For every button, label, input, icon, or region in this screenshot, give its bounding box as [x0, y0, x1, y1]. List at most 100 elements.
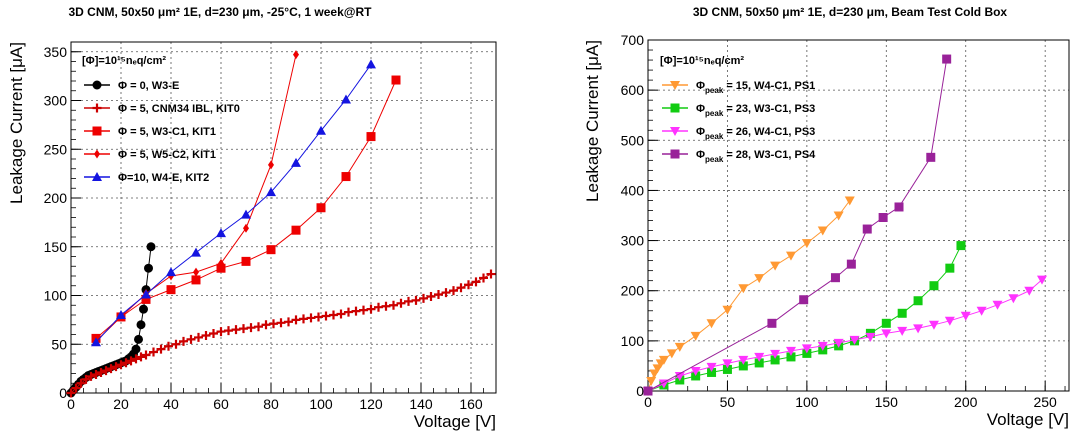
- data-point: [863, 225, 872, 234]
- legend-header: [Φ]=10¹⁵nₑq/cm²: [660, 55, 744, 67]
- legend-marker: [94, 150, 100, 159]
- data-point: [187, 335, 196, 344]
- legend-entry: Φ = 0, W3-E: [118, 80, 179, 92]
- legend-entry-symbol: Φ: [696, 126, 705, 138]
- x-tick-label: 150: [875, 394, 899, 410]
- data-point: [1008, 294, 1018, 303]
- data-point: [882, 319, 891, 328]
- data-point: [786, 252, 796, 261]
- legend-header: [Φ]=10¹⁵nₑq/cm²: [82, 55, 166, 67]
- data-point: [192, 275, 201, 284]
- data-point: [802, 239, 812, 248]
- legend: [Φ]=10¹⁵nₑq/cm²Φpeak = 15, W4-C1, PS1Φpe…: [660, 55, 816, 164]
- data-point: [267, 245, 276, 254]
- series-2: [92, 76, 401, 343]
- legend-entry-text: = 28, W3-C1, PS4: [723, 149, 816, 161]
- legend-entry-subscript: peak: [705, 132, 724, 141]
- y-tick-label: 300: [44, 93, 68, 109]
- series-0: [67, 242, 156, 397]
- y-tick-label: 200: [44, 190, 68, 206]
- x-axis-label: Voltage [V]: [987, 410, 1069, 429]
- y-tick-label: 500: [621, 132, 645, 148]
- legend-entry-subscript: peak: [705, 155, 724, 164]
- left-chart-panel: 3D CNM, 50x50 μm² 1E, d=230 μm, -25°C, 1…: [7, 5, 496, 431]
- legend-marker: [93, 127, 102, 136]
- data-point: [139, 305, 148, 314]
- y-tick-label: 700: [621, 32, 645, 48]
- x-tick-label: 140: [409, 396, 433, 412]
- legend-entry-symbol: Φ: [696, 103, 705, 115]
- legend-entry-text: = 23, W3-C1, PS3: [723, 103, 815, 115]
- legend-entry: Φ = 5, W5-C2, KIT1: [118, 149, 216, 161]
- data-point: [292, 226, 301, 235]
- legend-entry: Φ = 5, CNM34 IBL, KIT0: [118, 103, 240, 115]
- x-tick-label: 80: [263, 396, 279, 412]
- x-tick-label: 20: [113, 396, 129, 412]
- legend-entry: Φpeak = 15, W4-C1, PS1: [696, 80, 815, 95]
- x-tick-label: 0: [644, 394, 652, 410]
- data-point: [134, 335, 143, 344]
- data-point: [389, 301, 398, 310]
- data-point: [293, 50, 299, 59]
- data-point: [770, 262, 780, 271]
- data-point: [392, 76, 401, 85]
- data-point: [166, 267, 176, 276]
- chart-title: 3D CNM, 50x50 μm² 1E, d=230 μm, -25°C, 1…: [69, 5, 373, 19]
- legend: [Φ]=10¹⁵nₑq/cm² Φ = 0, W3-E Φ = 5, CNM34 I…: [82, 55, 240, 184]
- right-chart-panel: 3D CNM, 50x50 μm² 1E, d=230 μm, Beam Tes…: [583, 5, 1069, 429]
- data-point: [317, 203, 326, 212]
- x-tick-label: 50: [720, 394, 736, 410]
- data-point: [898, 309, 907, 318]
- y-tick-label: 0: [59, 385, 67, 401]
- legend-entry: Φ = 5, W3-C1, KIT1: [118, 126, 216, 138]
- legend-entry: Φpeak = 28, W3-C1, PS4: [696, 149, 816, 164]
- x-tick-label: 120: [359, 396, 383, 412]
- y-tick-label: 400: [621, 182, 645, 198]
- series-0: [643, 196, 855, 396]
- data-point: [831, 273, 840, 282]
- y-tick-label: 100: [44, 288, 68, 304]
- data-point: [707, 319, 717, 328]
- legend-marker: [93, 104, 102, 113]
- data-point: [818, 227, 828, 236]
- data-point: [254, 322, 263, 331]
- data-point: [942, 55, 951, 64]
- data-point: [993, 301, 1003, 310]
- data-point: [216, 228, 226, 237]
- data-point: [132, 345, 141, 354]
- data-point: [767, 319, 776, 328]
- data-point: [1024, 287, 1034, 296]
- data-point: [167, 285, 176, 294]
- series-2: [643, 276, 1047, 396]
- legend-marker: [671, 104, 680, 113]
- series-line: [71, 274, 491, 393]
- data-point: [191, 248, 201, 257]
- y-axis-label: Leakage Current [μA]: [7, 42, 26, 204]
- data-point: [342, 172, 351, 181]
- chart-title: 3D CNM, 50x50 μm² 1E, d=230 μm, Beam Tes…: [693, 5, 1008, 19]
- y-axis-label: Leakage Current [μA]: [583, 40, 602, 202]
- legend-entry-subscript: peak: [705, 86, 724, 95]
- data-point: [341, 95, 351, 104]
- legend-entry-symbol: Φ: [696, 149, 705, 161]
- y-tick-label: 150: [44, 239, 68, 255]
- x-tick-label: 250: [1033, 394, 1057, 410]
- data-point: [977, 307, 987, 316]
- data-point: [291, 158, 301, 167]
- x-tick-label: 160: [459, 396, 483, 412]
- data-point: [144, 264, 153, 273]
- legend-marker: [93, 81, 102, 90]
- data-point: [799, 295, 808, 304]
- data-point: [961, 312, 971, 321]
- data-point: [367, 305, 376, 314]
- data-point: [691, 332, 701, 341]
- data-point: [926, 153, 935, 162]
- data-point: [366, 59, 376, 68]
- legend-entry-text: = 15, W4-C1, PS1: [723, 80, 815, 92]
- x-tick-label: 100: [795, 394, 819, 410]
- data-point: [847, 260, 856, 269]
- data-point: [929, 281, 938, 290]
- y-tick-label: 50: [51, 336, 67, 352]
- data-point: [397, 299, 406, 308]
- data-point: [337, 310, 346, 319]
